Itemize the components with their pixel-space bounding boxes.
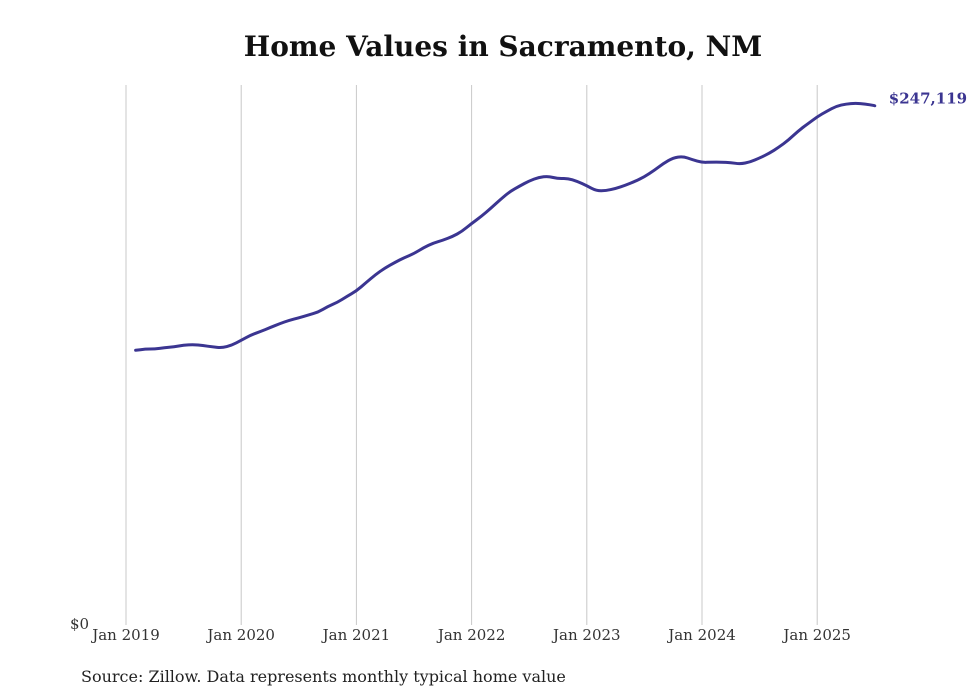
end-value-label: $247,119 (889, 90, 967, 108)
x-tick-label: Jan 2025 (781, 626, 851, 644)
y-tick-label: $0 (70, 615, 89, 633)
x-tick-label: Jan 2024 (666, 626, 736, 644)
x-tick-label: Jan 2020 (205, 626, 275, 644)
x-tick-label: Jan 2019 (90, 626, 160, 644)
source-note: Source: Zillow. Data represents monthly … (81, 667, 566, 686)
x-tick-label: Jan 2021 (321, 626, 391, 644)
x-tick-label: Jan 2022 (436, 626, 506, 644)
x-axis-ticks: Jan 2019 Jan 2020 Jan 2021 Jan 2022 Jan 2023… (90, 626, 851, 644)
x-tick-label: Jan 2023 (551, 626, 621, 644)
chart-title: Home Values in Sacramento, NM (243, 30, 763, 63)
y-axis-ticks: $0 (70, 615, 89, 633)
home-value-line (134, 101, 877, 352)
grid-lines (125, 85, 818, 625)
